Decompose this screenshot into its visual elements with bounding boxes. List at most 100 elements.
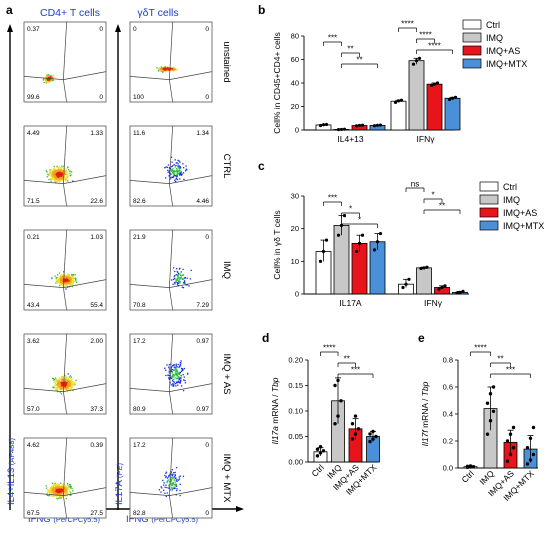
flow-event-dot [181, 369, 183, 371]
flow-event-dot [62, 171, 65, 174]
flow-event-dot [173, 175, 176, 177]
flow-event-dot [71, 384, 73, 386]
flow-event-dot [60, 169, 63, 171]
flow-event-dot [175, 467, 178, 469]
flow-event-dot [53, 165, 55, 168]
flow-event-dot [56, 384, 59, 387]
flow-event-dot [180, 377, 182, 379]
flow-event-dot [55, 491, 58, 494]
flow-event-dot [175, 363, 177, 365]
flow-event-dot [174, 474, 176, 477]
flow-event-dot [185, 168, 187, 170]
flow-event-dot [73, 382, 75, 385]
flow-event-dot [52, 484, 54, 486]
flow-event-dot [45, 76, 47, 78]
flow-event-dot [69, 375, 72, 377]
flow-event-dot [66, 275, 68, 277]
quadrant-pct-bl: 82.8 [133, 510, 146, 517]
flow-event-dot [54, 490, 56, 492]
flow-event-dot [179, 165, 181, 168]
flow-event-dot [55, 179, 57, 181]
data-point [505, 459, 510, 463]
flow-event-dot [48, 178, 50, 181]
flow-event-dot [72, 281, 75, 283]
flow-event-dot [66, 379, 68, 381]
flow-event-dot [167, 374, 169, 376]
data-point [354, 249, 359, 254]
flow-event-dot [163, 484, 165, 486]
flow-event-dot [65, 280, 67, 283]
flow-event-dot [58, 494, 60, 496]
flow-event-dot [168, 168, 171, 170]
flow-event-dot [175, 280, 177, 282]
flow-event-dot [68, 286, 70, 288]
flow-event-dot [56, 380, 59, 382]
flow-event-dot [61, 492, 64, 495]
flow-event-dot [179, 365, 181, 368]
flow-event-dot [59, 487, 62, 489]
flow-event-dot [48, 79, 50, 81]
flow-event-dot [179, 277, 181, 279]
flow-event-dot [56, 383, 58, 385]
flow-event-dot [68, 382, 71, 384]
flow-event-dot [61, 385, 63, 387]
flow-event-dot [170, 384, 172, 386]
flow-event-dot [174, 484, 176, 486]
flow-event-dot [178, 170, 180, 172]
flow-event-dot [170, 69, 173, 71]
data-point [324, 238, 329, 242]
flow-event-dot [69, 492, 72, 494]
flow-event-dot [60, 175, 63, 178]
flow-event-dot [178, 476, 180, 478]
data-point [315, 454, 320, 458]
data-point [401, 285, 405, 290]
flow-event-dot [67, 277, 69, 280]
flow-event-dot [169, 69, 172, 71]
flow-event-dot [174, 270, 176, 273]
flow-event-dot [58, 496, 60, 499]
flow-event-dot [61, 492, 63, 495]
flow-event-dot [176, 169, 178, 171]
quadrant-pct-tr: 0 [205, 234, 209, 241]
flow-event-dot [174, 471, 176, 474]
sig-label: **** [474, 344, 486, 353]
flow-event-dot [73, 381, 75, 383]
gate-line [63, 183, 67, 207]
bar-IMQ [333, 224, 350, 295]
data-point [447, 97, 452, 102]
flow-event-dot [48, 490, 50, 492]
flow-event-dot [56, 178, 58, 180]
flow-event-dot [166, 67, 169, 69]
flow-event-dot [176, 489, 178, 492]
flow-event-dot [54, 489, 56, 491]
flow-event-dot [54, 495, 56, 497]
flow-event-dot [53, 178, 56, 180]
flow-event-dot [165, 476, 167, 479]
y-tick-label: 60 [291, 55, 299, 64]
flow-event-dot [71, 378, 73, 380]
flow-event-dot [66, 387, 68, 389]
flow-event-dot [65, 486, 67, 488]
flow-event-dot [62, 384, 64, 386]
flow-event-dot [60, 274, 62, 276]
data-point [432, 82, 437, 86]
flow-event-dot [60, 376, 63, 378]
flow-event-dot [62, 165, 65, 168]
category-label: IFNγ [424, 298, 443, 308]
flow-event-dot [180, 360, 182, 362]
flow-event-dot [170, 68, 173, 70]
flow-event-dot [59, 495, 61, 497]
flow-event-dot [180, 277, 182, 279]
y-tick-label: 0.0 [443, 464, 453, 473]
quadrant-pct-br: 0.97 [196, 406, 209, 413]
legend-panel-b: Ctrl IMQ IMQ+AS IMQ+MTX [462, 19, 527, 69]
flow-event-dot [177, 373, 179, 375]
flow-event-dot [46, 80, 48, 82]
flow-event-dot [179, 174, 181, 176]
flow-event-dot [162, 69, 164, 72]
flow-event-dot [70, 387, 72, 390]
flow-event-dot [163, 67, 165, 70]
legend-label: IMQ+AS [486, 46, 520, 56]
flow-event-dot [51, 486, 53, 488]
flow-event-dot [61, 381, 63, 383]
